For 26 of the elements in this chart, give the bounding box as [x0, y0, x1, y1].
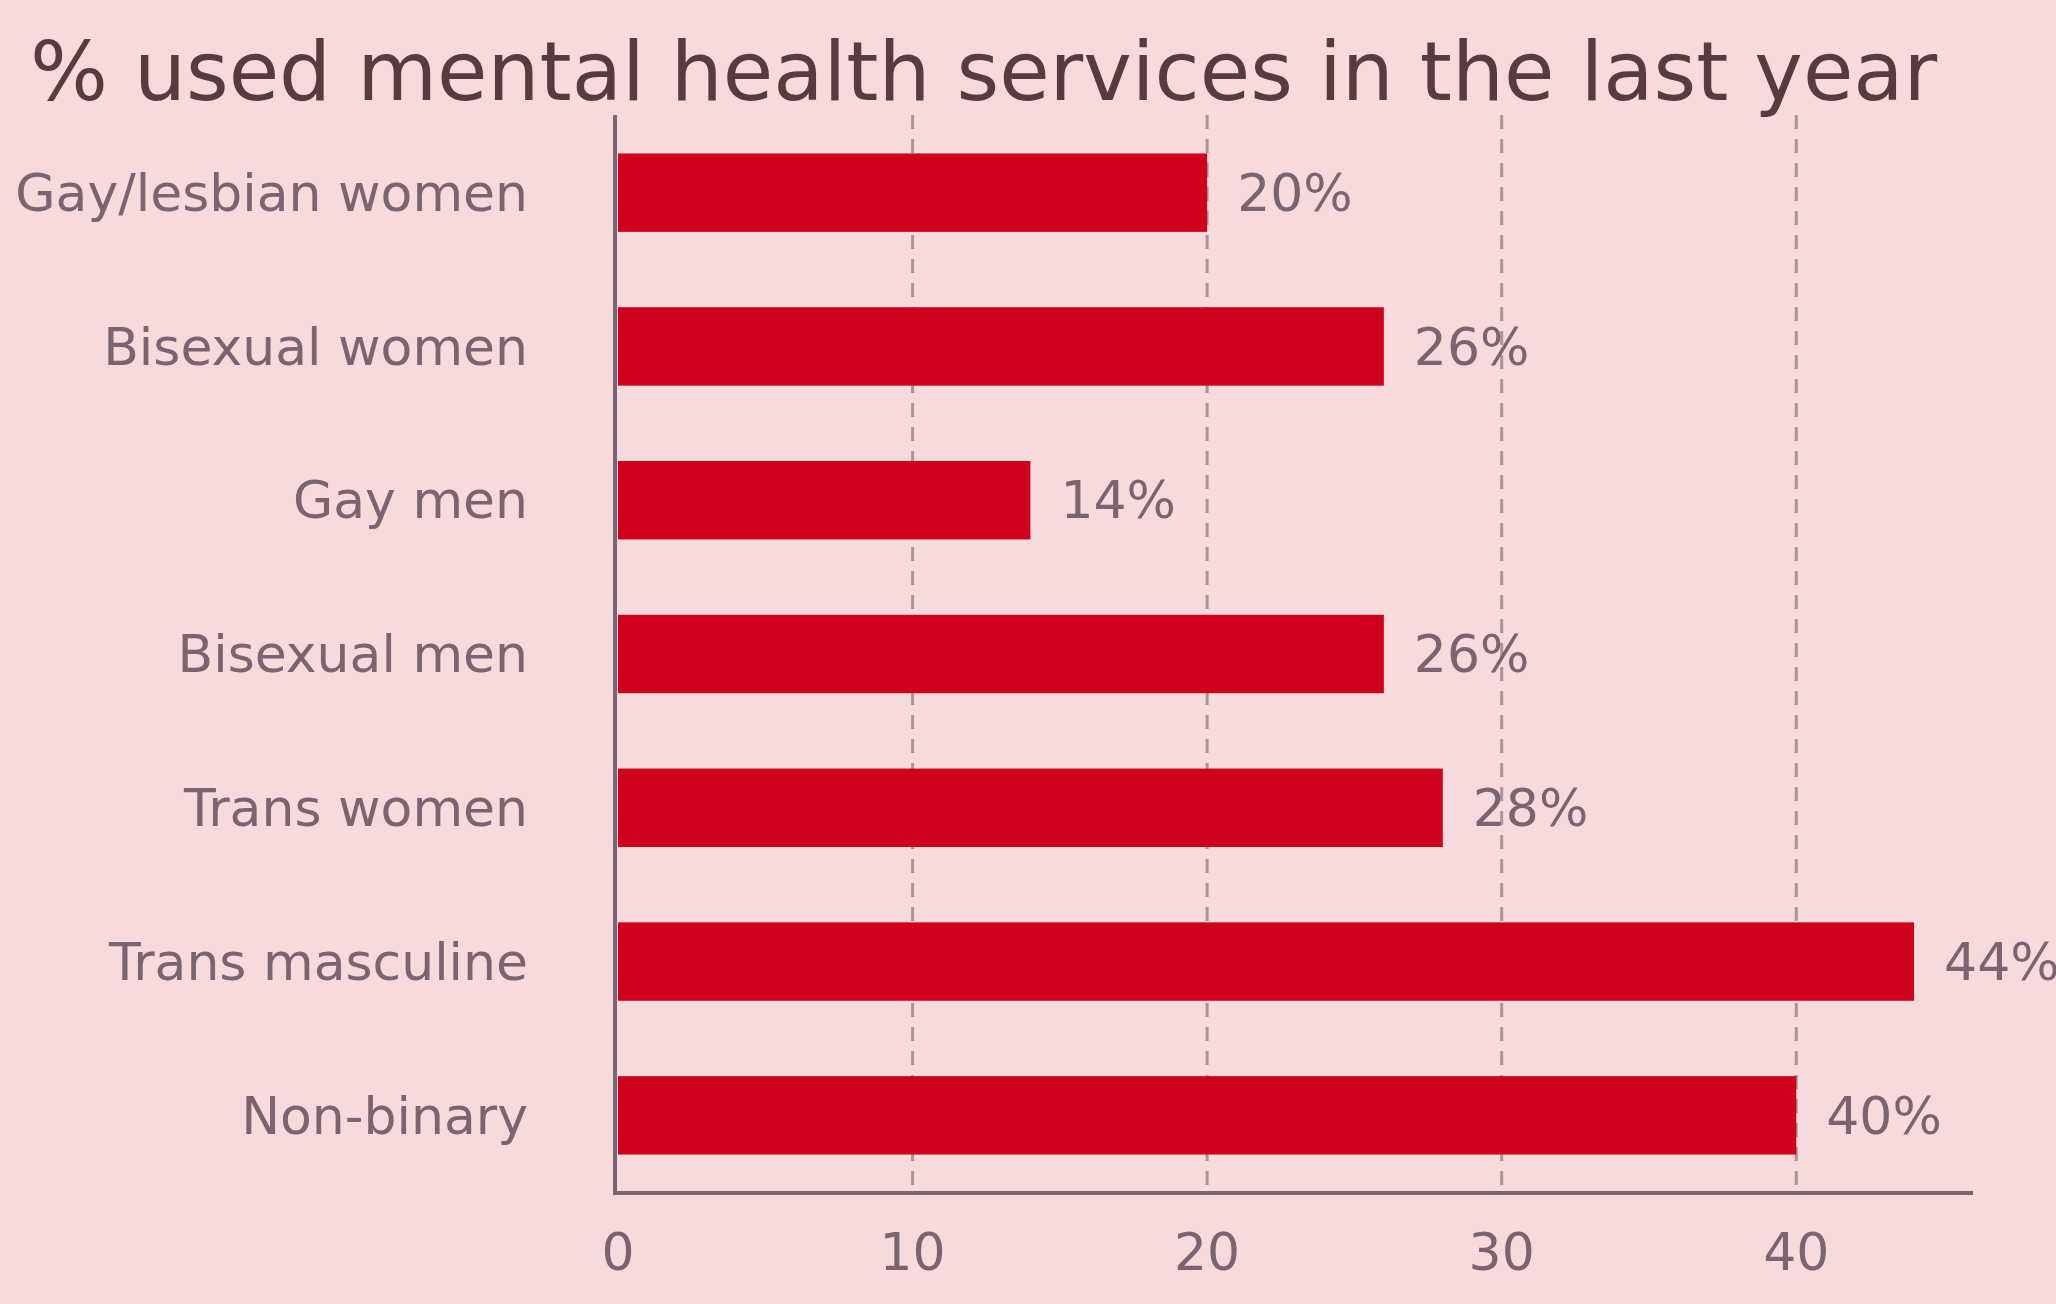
- y-tick-label: Non-binary: [241, 1085, 528, 1146]
- x-tick-label: 30: [1468, 1222, 1535, 1282]
- bar: [618, 1076, 1797, 1155]
- x-tick-label: 20: [1174, 1222, 1241, 1282]
- chart-title: % used mental health services in the last year: [30, 24, 1938, 119]
- data-label: 40%: [1826, 1085, 1942, 1146]
- y-tick-label: Trans masculine: [108, 931, 528, 992]
- x-tick-label: 0: [601, 1222, 635, 1282]
- data-label: 14%: [1060, 470, 1176, 531]
- x-tick-label: 10: [879, 1222, 946, 1282]
- data-label: 28%: [1472, 777, 1589, 838]
- data-label: 26%: [1413, 624, 1530, 685]
- y-tick-label: Gay men: [292, 470, 528, 531]
- y-tick-label: Gay/lesbian women: [15, 162, 528, 223]
- data-label: 20%: [1237, 162, 1353, 223]
- bar: [618, 307, 1384, 386]
- y-tick-label: Bisexual women: [103, 316, 528, 377]
- bar: [618, 153, 1208, 232]
- bar: [618, 768, 1443, 847]
- bar: [618, 614, 1384, 694]
- bar: [618, 922, 1915, 1001]
- bar: [618, 461, 1031, 540]
- y-tick-label: Bisexual men: [177, 624, 528, 685]
- x-tick-label: 40: [1763, 1222, 1830, 1282]
- data-label: 26%: [1413, 316, 1530, 377]
- y-tick-label: Trans women: [183, 777, 528, 838]
